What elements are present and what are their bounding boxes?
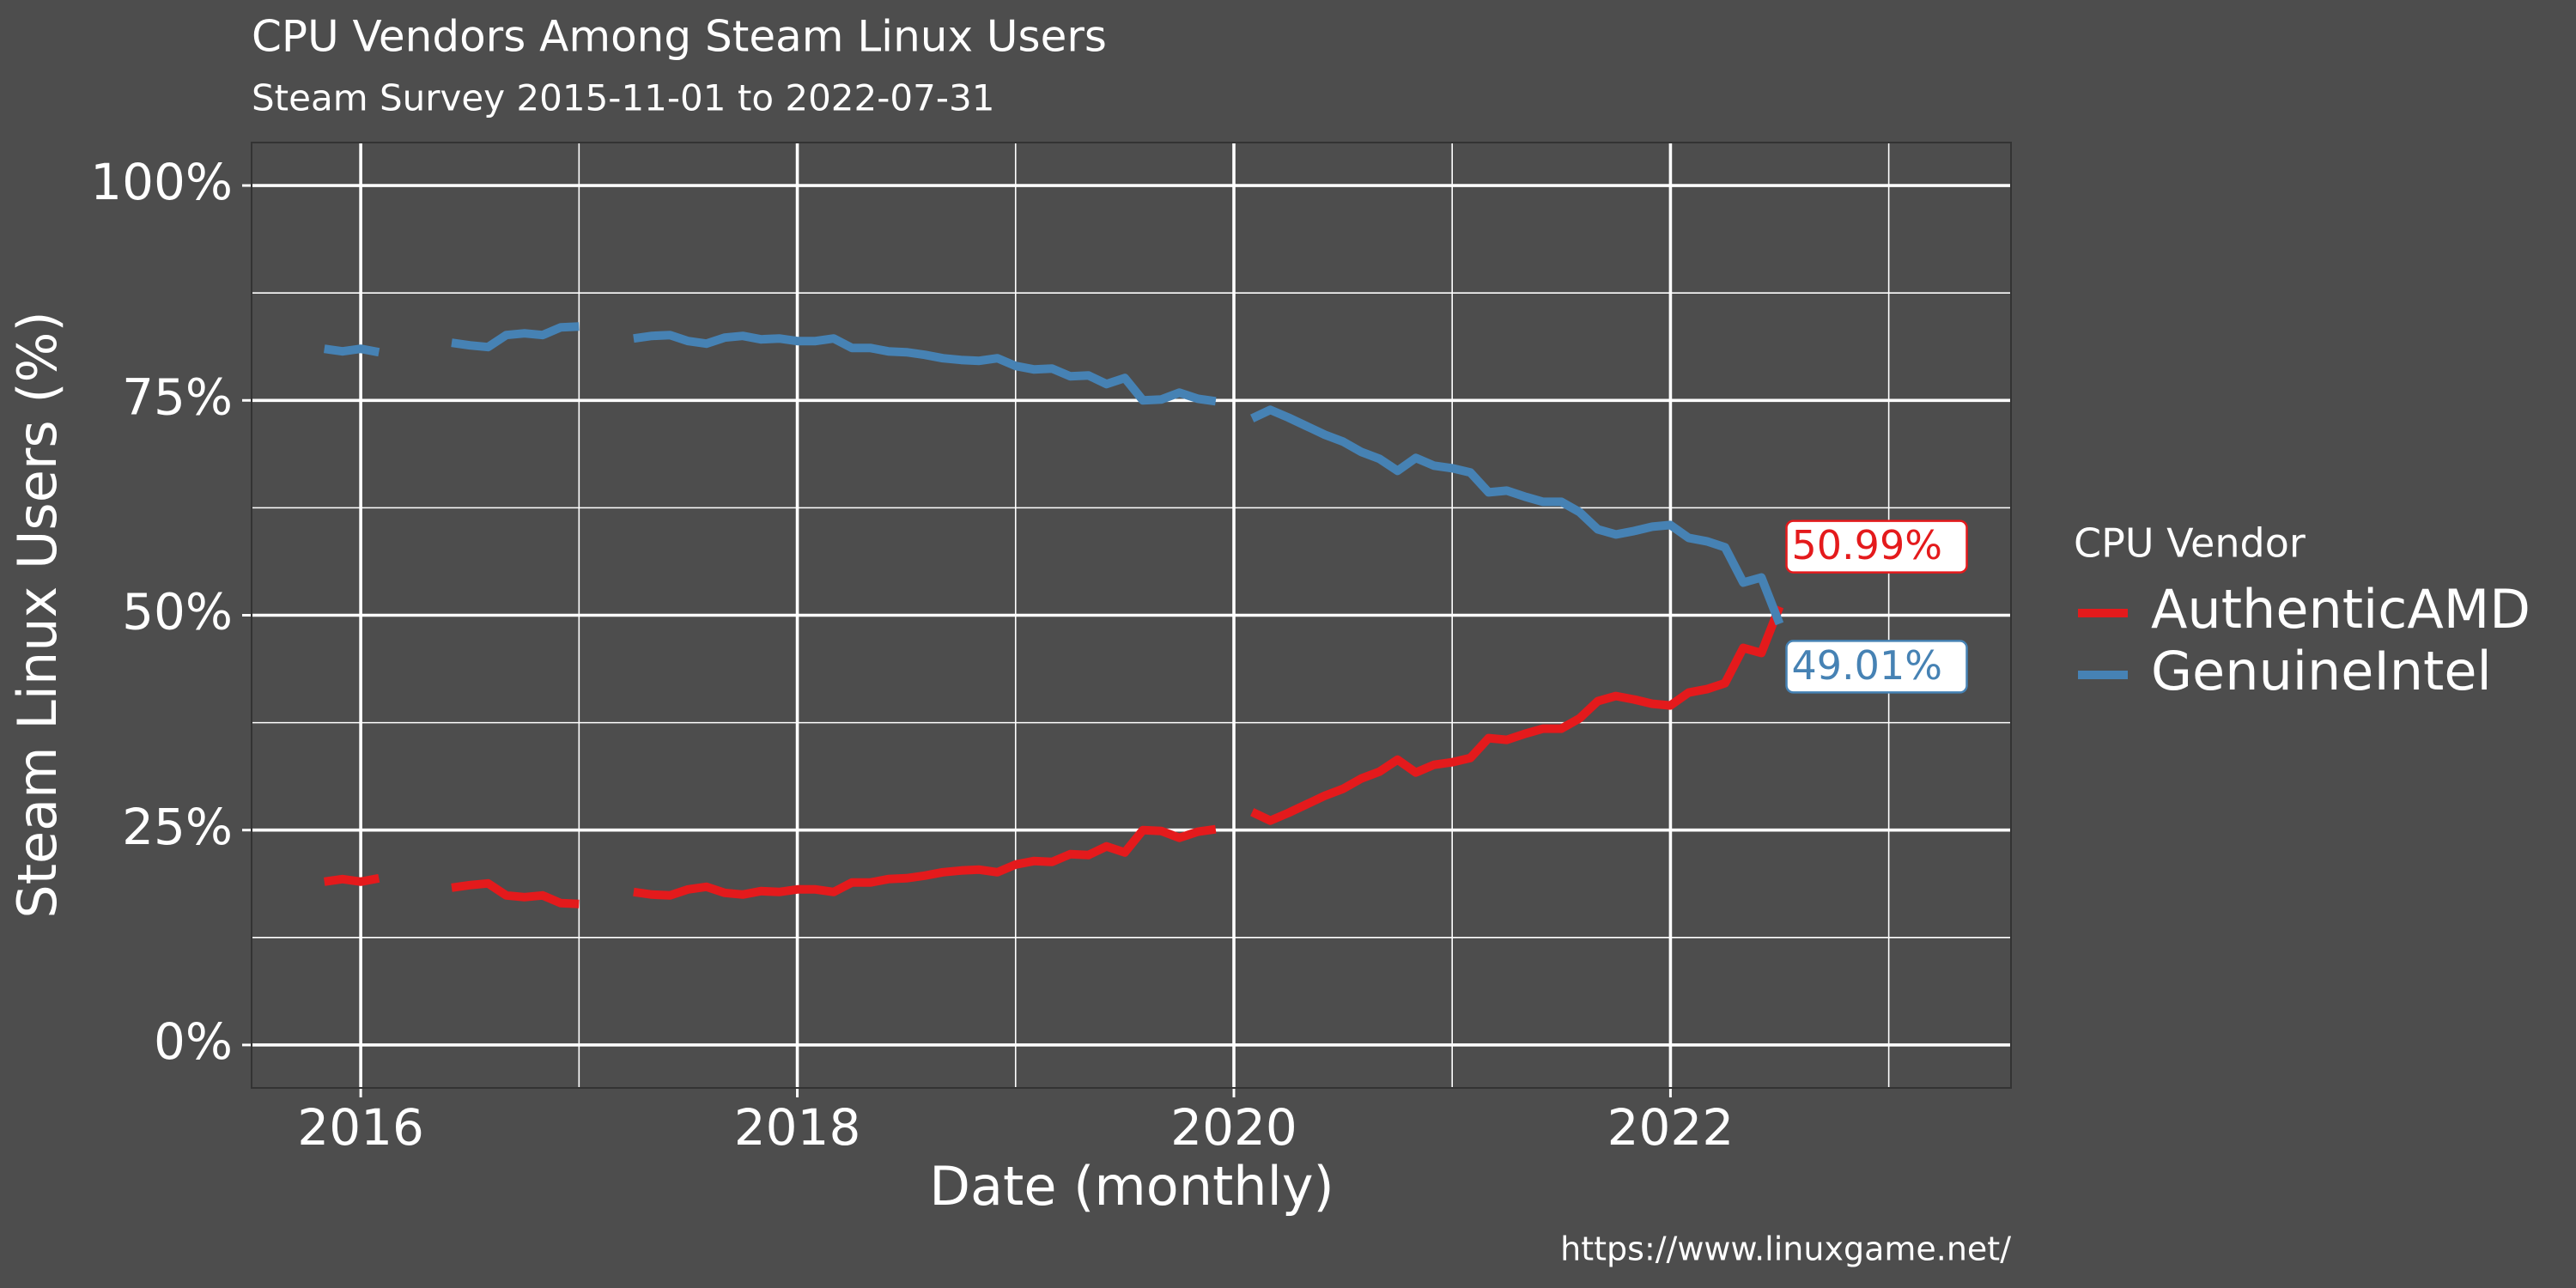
data-label-box: [1785, 519, 1968, 574]
data-label-text: 49.01%: [1792, 642, 1942, 689]
x-tick-label: 2016: [297, 1098, 424, 1157]
line-series: [323, 322, 1784, 626]
y-tick-label: 75%: [122, 368, 233, 426]
data-label: 50.99%: [1785, 519, 1968, 574]
y-axis-title: Steam Linux Users (%): [6, 311, 69, 918]
line-series: [323, 605, 1784, 908]
legend-title: CPU Vendor: [2074, 520, 2306, 567]
x-axis-title: Date (monthly): [929, 1155, 1334, 1218]
caption: https://www.linuxgame.net/: [1560, 1230, 2011, 1268]
plot-border: [251, 142, 2012, 1089]
x-tick-label: 2018: [734, 1098, 861, 1157]
y-tick-label: 0%: [154, 1012, 233, 1071]
y-tick-label: 25%: [122, 798, 233, 856]
chart-title: CPU Vendors Among Steam Linux Users: [252, 12, 1107, 62]
x-tick-label: 2020: [1170, 1098, 1297, 1157]
data-label: 49.01%: [1785, 640, 1968, 694]
x-tick-label: 2022: [1607, 1098, 1735, 1157]
data-label-box: [1785, 640, 1968, 694]
y-tick-label: 100%: [90, 153, 233, 211]
y-tick-label: 50%: [122, 583, 233, 641]
legend-label: AuthenticAMD: [2151, 578, 2530, 641]
legend-label: GenuineIntel: [2151, 640, 2492, 702]
chart-subtitle: Steam Survey 2015-11-01 to 2022-07-31: [252, 77, 994, 119]
data-label-text: 50.99%: [1792, 522, 1942, 568]
